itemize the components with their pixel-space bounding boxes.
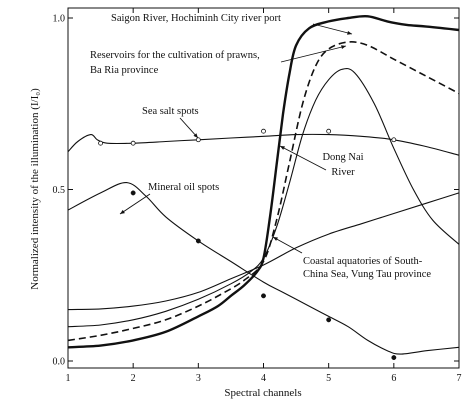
data-point-mineral-oil-spots [391, 355, 397, 361]
annotation-line: Sea salt spots [142, 106, 199, 117]
x-tick-label: 7 [457, 373, 462, 384]
series-line-saigon-river [67, 14, 460, 349]
leader-arrowhead [347, 30, 352, 35]
x-tick-label: 6 [391, 373, 396, 384]
series-line-prawn-reservoirs [67, 41, 460, 342]
data-point-mineral-oil-spots [195, 238, 201, 244]
annotation-layer: Saigon River, Hochiminh City river port R… [90, 13, 431, 280]
series-line-coastal-aquatories [67, 192, 460, 311]
data-point-mineral-oil-spots [326, 317, 332, 323]
leader-arrowhead [280, 146, 285, 150]
x-tick-label: 1 [66, 373, 71, 384]
leader-line-coastal-aquatories [272, 236, 303, 254]
annotation-mineral-oil-spots: Mineral oil spots [148, 182, 219, 193]
annotation-line: Saigon River, Hochiminh City river port [111, 13, 281, 24]
data-point-sea-salt-spots [391, 137, 397, 143]
leader-line-mineral-oil-spots [119, 193, 151, 215]
data-point-sea-salt-spots [130, 140, 136, 146]
data-point-sea-salt-spots [326, 128, 332, 134]
data-point-sea-salt-spots [195, 137, 201, 143]
y-axis-title: Normalized intensity of the illumination… [29, 88, 41, 290]
annotation-dong-nai-river: Dong Nai River [322, 152, 363, 178]
x-tick-label: 2 [131, 373, 136, 384]
leader-arrowhead [120, 209, 125, 214]
annotation-coastal-aquatories: Coastal aquatories of South- China Sea, V… [303, 256, 431, 280]
annotation-prawn-reservoirs: Reservoirs for the cultivation of prawns… [90, 50, 260, 76]
leader-arrowhead [193, 133, 198, 138]
annotation-line: Reservoirs for the cultivation of prawns… [90, 50, 260, 61]
annotation-sea-salt-spots: Sea salt spots [142, 106, 199, 117]
leader-arrowhead [341, 45, 346, 49]
data-point-sea-salt-spots [98, 140, 103, 146]
y-tick-label: 1.0 [53, 14, 66, 25]
y-tick-label: 0.0 [53, 357, 66, 368]
leader-line-saigon-river [312, 23, 353, 35]
annotation-line: Dong Nai [322, 152, 363, 163]
annotation-line: Ba Ria province [90, 65, 159, 76]
series-line-mineral-oil-spots [67, 182, 460, 355]
leader-arrowhead [273, 237, 278, 241]
annotation-saigon-river: Saigon River, Hochiminh City river port [111, 13, 281, 24]
annotation-line: River [331, 167, 355, 178]
y-tick-label: 0.5 [53, 185, 66, 196]
series-line-dong-nai-river [67, 67, 460, 328]
annotation-line: Mineral oil spots [148, 182, 219, 193]
data-point-mineral-oil-spots [261, 293, 266, 299]
x-tick-label: 3 [196, 373, 201, 384]
annotation-line: Coastal aquatories of South- [303, 256, 423, 267]
x-axis-title: Spectral channels [224, 387, 301, 399]
data-point-mineral-oil-spots [130, 190, 136, 196]
x-tick-label: 5 [326, 373, 331, 384]
x-tick-label: 4 [261, 373, 266, 384]
marker-layer [98, 128, 397, 361]
leader-line-dong-nai-river [279, 145, 327, 171]
tick-layer: 1 2 3 4 5 6 7 0.0 0.5 1.0 [53, 8, 462, 384]
leader-line-prawn-reservoirs [280, 45, 347, 63]
series-line-sea-salt-spots [67, 133, 460, 156]
annotation-line: China Sea, Vung Tau province [303, 269, 431, 280]
data-point-sea-salt-spots [261, 128, 266, 134]
series-layer [67, 14, 460, 355]
